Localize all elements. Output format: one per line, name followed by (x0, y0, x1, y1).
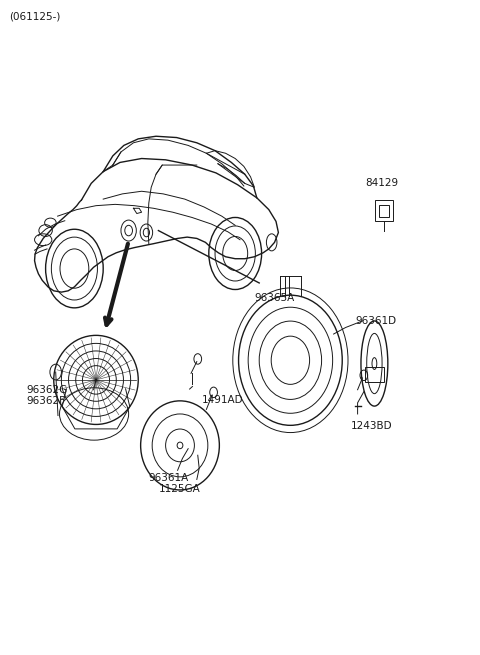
Text: 96362F: 96362F (26, 396, 65, 406)
Text: 96365A: 96365A (254, 293, 295, 303)
Bar (379, 205, 389, 217)
Text: 1125GA: 1125GA (158, 484, 200, 495)
Bar (375, 200, 393, 221)
Text: 84129: 84129 (365, 178, 398, 189)
Text: 1243BD: 1243BD (350, 421, 392, 431)
Text: 96361A: 96361A (149, 473, 189, 483)
Text: 96361D: 96361D (355, 316, 396, 326)
Text: 1491AD: 1491AD (202, 394, 243, 405)
Text: 96362G: 96362G (26, 384, 68, 395)
Bar (365, 367, 384, 382)
Text: (061125-): (061125-) (9, 12, 60, 22)
